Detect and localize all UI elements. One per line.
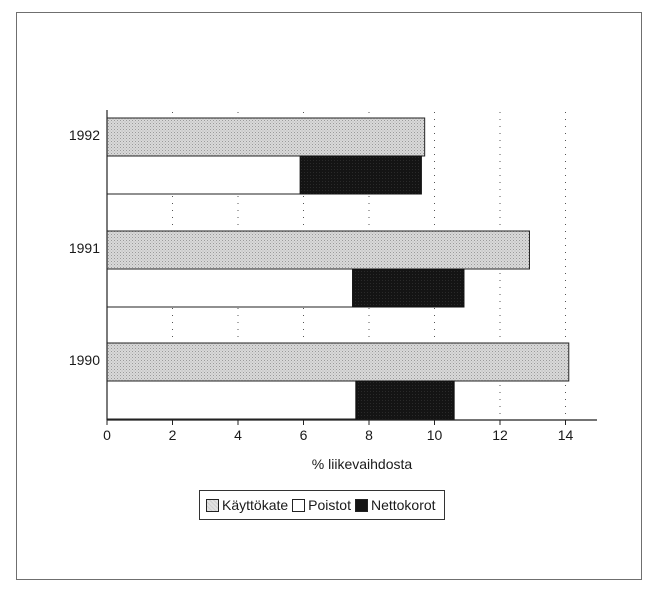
legend-label-nettokorot: Nettokorot: [370, 497, 436, 513]
x-tick-label-8: 8: [365, 427, 373, 443]
bar-poistot-1992: [106, 155, 301, 195]
x-tick-label-2: 2: [169, 427, 177, 443]
legend-swatch-nettokorot: [354, 498, 368, 512]
axes: 1992 1991 1990 0 2 4 6 8 10 12 14: [69, 110, 597, 443]
bar-nettokorot-1990: [355, 380, 455, 420]
x-tick-label-0: 0: [103, 427, 111, 443]
bar-kayttokate-1990: [106, 342, 570, 382]
bar-kayttokate-1992: [106, 117, 426, 157]
bar-kayttokate-1991: [106, 230, 530, 270]
x-tick-label-10: 10: [427, 427, 443, 443]
x-tick-label-12: 12: [492, 427, 508, 443]
bar-nettokorot-1991: [352, 268, 465, 308]
legend-item-kayttokate: Käyttökate: [206, 497, 288, 513]
legend-swatch-kayttokate: [206, 498, 219, 512]
legend-label-kayttokate: Käyttökate: [222, 497, 289, 513]
x-tick-label-6: 6: [300, 427, 308, 443]
bars: [106, 117, 570, 420]
x-tick-label-14: 14: [558, 427, 574, 443]
legend-item-nettokorot: Nettokorot: [354, 497, 436, 513]
legend-item-poistot: Poistot: [292, 497, 351, 513]
chart-frame: [16, 12, 642, 580]
category-label-1991: 1991: [69, 240, 100, 256]
bar-poistot-1991: [106, 268, 354, 308]
category-label-1992: 1992: [69, 127, 100, 143]
x-tick-label-4: 4: [234, 427, 242, 443]
legend: Käyttökate Poistot Nettokorot: [199, 490, 445, 520]
category-label-1990: 1990: [69, 352, 100, 368]
bar-poistot-1990: [106, 380, 357, 420]
legend-label-poistot: Poistot: [308, 497, 351, 513]
x-axis-title: % liikevaihdosta: [312, 456, 413, 472]
legend-swatch-poistot: [292, 498, 306, 512]
bar-nettokorot-1992: [299, 155, 422, 195]
